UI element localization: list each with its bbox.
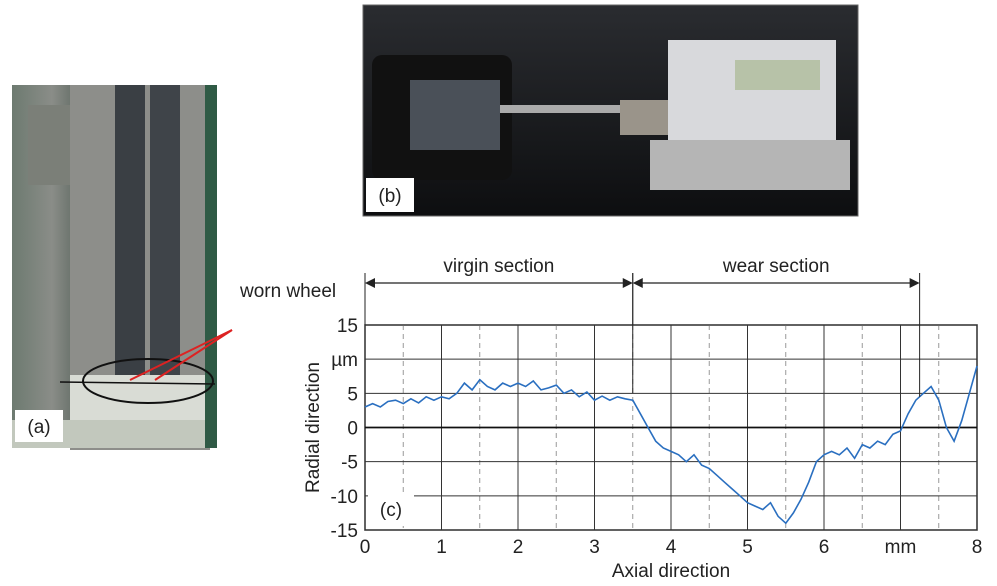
x-tick-label: 0 [360, 537, 371, 558]
panel-label: (a) [27, 417, 50, 438]
panel-label: (c) [380, 500, 402, 521]
annotation: worn wheel [239, 281, 336, 302]
x-tick-label: 5 [742, 537, 753, 558]
x-tick-label: 3 [589, 537, 600, 558]
x-tick-label: 4 [666, 537, 677, 558]
y-tick-label: 15 [337, 316, 358, 337]
x-tick-label: 8 [972, 537, 983, 558]
photo-a: (a) [12, 85, 233, 450]
y-tick-label: 5 [347, 384, 358, 405]
y-tick-label: 0 [347, 419, 358, 440]
x-tick-label: 1 [436, 537, 447, 558]
annotation-text: wear section [722, 256, 830, 277]
data-line [364, 365, 978, 525]
y-tick-label: -15 [331, 521, 358, 542]
y-tick-label: µm [331, 350, 358, 371]
photo-b: (b) [362, 4, 859, 217]
chart: 0 1 2 3 4 5 6 mm 8 -15 -10 -5 0 5 µm 15 virgin section we… [303, 256, 983, 582]
y-tick-label: -5 [341, 453, 358, 474]
panel-label: (b) [378, 186, 401, 207]
x-tick-label: mm [885, 537, 917, 558]
x-tick-label: 2 [513, 537, 524, 558]
annotation-text: virgin section [443, 256, 554, 277]
panel-label-box [368, 492, 414, 526]
y-axis-label: Radial direction [303, 362, 324, 493]
y-tick-label: -10 [331, 487, 358, 508]
x-tick-label: 6 [819, 537, 830, 558]
x-axis-label: Axial direction [612, 561, 730, 581]
